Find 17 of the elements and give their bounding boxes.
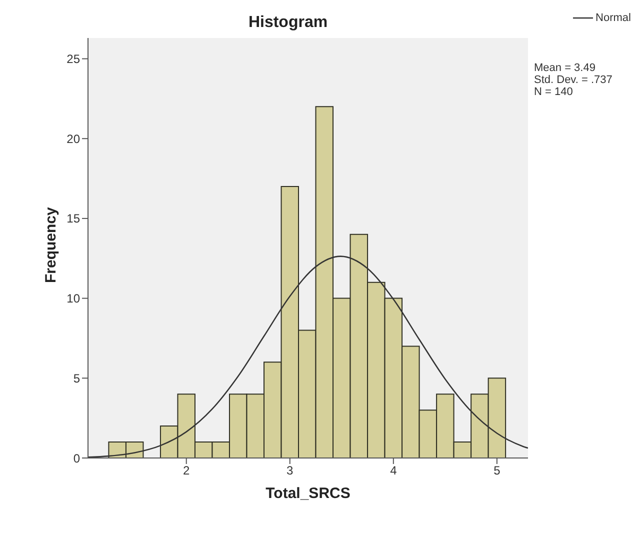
y-axis-title: Frequency — [42, 206, 60, 283]
y-tick-label: 10 — [66, 292, 80, 306]
legend-label: Normal — [596, 12, 631, 24]
x-tick-label: 4 — [390, 464, 398, 478]
y-tick-label: 5 — [73, 371, 80, 386]
y-tick-label: 15 — [66, 212, 80, 226]
x-tick-label: 5 — [494, 464, 501, 478]
text: Mean = 3.49 — [534, 62, 596, 74]
text: N = 140 — [534, 86, 574, 98]
y-tick-label: 20 — [66, 132, 80, 146]
y-tick-label: 0 — [73, 451, 80, 466]
x-tick-label: 3 — [286, 464, 294, 478]
chart-title: Histogram — [247, 14, 329, 32]
x-tick-label: 2 — [183, 464, 190, 478]
y-tick-label: 25 — [66, 52, 80, 66]
x-axis-title: Total_SRCS — [266, 485, 350, 502]
text: Std. Dev. = .737 — [534, 74, 612, 86]
